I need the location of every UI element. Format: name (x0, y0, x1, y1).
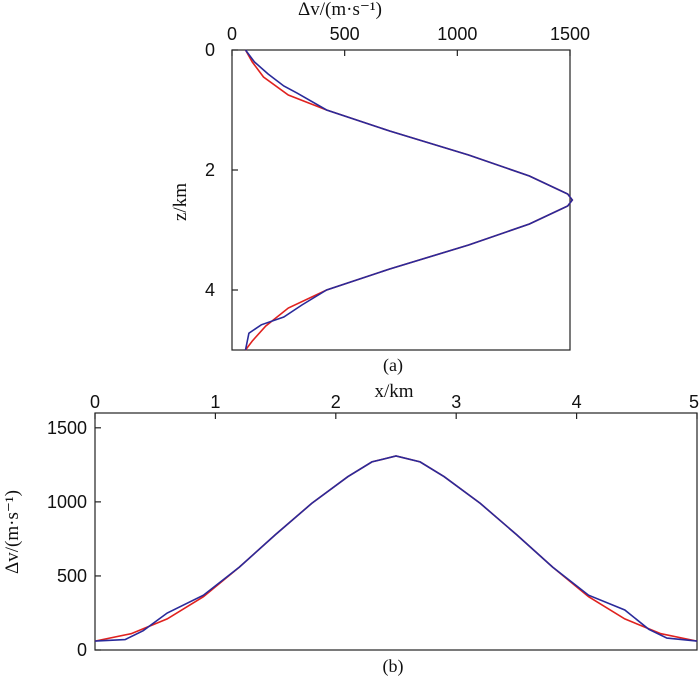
panel-a-x-tick-label: 0 (227, 24, 237, 44)
panel-b-y-tick-label: 1500 (47, 418, 87, 438)
panel-b-y-axis-title: Δv/(m·s⁻¹) (2, 490, 23, 574)
panel-a-series-2 (244, 49, 574, 351)
panel-a-frame (231, 49, 571, 351)
panel-b-series-1 (94, 455, 698, 642)
panel-a-y-ticks: 0 2 4 (205, 40, 238, 300)
panel-b-y-tick-label: 500 (57, 566, 87, 586)
panel-a-label: (a) (383, 355, 403, 376)
panel-a-x-tick-label: 1000 (437, 24, 477, 44)
panel-a-y-tick-label: 4 (205, 280, 215, 300)
panel-a-x-axis-title: Δv/(m·s⁻¹) (298, 0, 382, 20)
panel-b-x-tick-label: 1 (210, 392, 220, 412)
panel-b-x-tick-label: 5 (689, 392, 699, 412)
panel-a-y-axis-title: z/km (170, 183, 191, 221)
panel-a-x-ticks: 0 500 1000 1500 (227, 24, 590, 56)
panel-a: 0 500 1000 1500 0 2 4 Δv/(m·s⁻¹) z/km (a) (170, 0, 590, 376)
panel-a-x-tick-label: 1500 (550, 24, 590, 44)
panel-b-series-2 (94, 455, 698, 642)
panel-b-y-ticks: 0 500 1000 1500 (47, 418, 101, 660)
panel-b: 0 1 2 3 4 5 0 500 1000 1500 x/km Δv/(m·s⁻¹) (b) (2, 381, 699, 677)
panel-a-y-tick-label: 2 (205, 160, 215, 180)
panel-b-label: (b) (383, 656, 404, 677)
panel-b-plot-area (94, 455, 698, 642)
panel-b-x-tick-label: 2 (331, 392, 341, 412)
panel-b-x-ticks: 0 1 2 3 4 5 (90, 392, 699, 419)
panel-b-x-tick-label: 3 (451, 392, 461, 412)
panel-a-series-1 (244, 49, 574, 351)
panel-b-y-tick-label: 0 (77, 640, 87, 660)
panel-b-y-tick-label: 1000 (47, 492, 87, 512)
panel-b-x-axis-title: x/km (374, 381, 413, 402)
panel-b-frame (94, 412, 698, 651)
panel-b-x-tick-label: 0 (90, 392, 100, 412)
panel-a-plot-area (244, 49, 574, 351)
panel-b-x-tick-label: 4 (572, 392, 582, 412)
panel-a-x-tick-label: 500 (330, 24, 360, 44)
panel-a-y-tick-label: 0 (205, 40, 215, 60)
